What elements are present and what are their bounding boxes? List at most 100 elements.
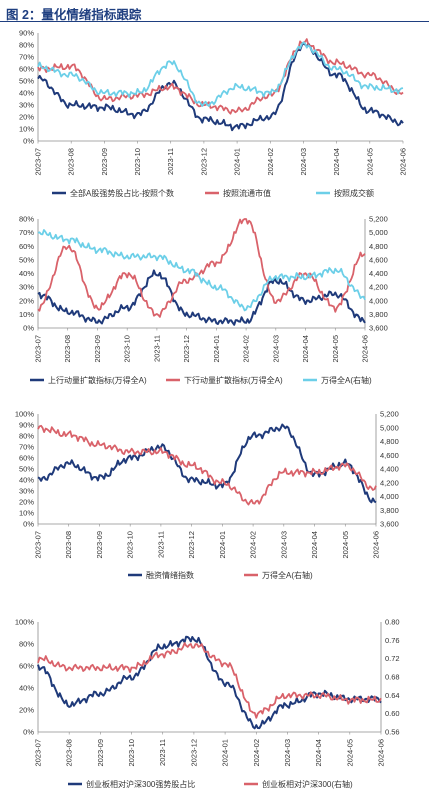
y-tick-label: 40%: [19, 476, 34, 485]
y-tick-label: 100%: [15, 618, 35, 627]
y-tick-label: 60%: [19, 662, 34, 671]
chart-4: 0% 20% 40% 60% 80% 100% 0.56 0.60 0.64 0.68 0.72 0.…: [15, 618, 400, 790]
x-tick-label: 2023-09: [93, 335, 102, 363]
y-tick-label: 10%: [19, 125, 34, 134]
y2-tick-label: 4,000: [369, 296, 388, 305]
y2-tick-label: 5,000: [380, 423, 399, 432]
y-tick-label: 80%: [19, 640, 34, 649]
y2-tick-label: 5,200: [369, 215, 388, 224]
x-tick-label: 2023-11: [156, 531, 165, 558]
x-tick-label: 2024-03: [299, 148, 308, 176]
y-tick-label: 30%: [19, 487, 34, 496]
x-tick-label: 2023-12: [182, 335, 191, 363]
x-tick-label: 2024-03: [271, 335, 280, 363]
y-tick-label: 60%: [19, 242, 34, 251]
y-tick-label: 20%: [19, 113, 34, 122]
x-tick-label: 2024-05: [365, 148, 374, 176]
y-tick-label: 80%: [19, 432, 34, 441]
y-tick-label: 0%: [23, 324, 34, 333]
legend-label: 上行动量扩散指标(万得全A): [48, 375, 147, 385]
legend-label: 按照成交额: [334, 188, 374, 198]
x-tick-label: 2024-04: [310, 531, 319, 559]
x-tick-label: 2023-08: [67, 148, 76, 176]
x-tick-label: 2023-09: [96, 739, 105, 767]
y2-tick-label: 4,400: [380, 465, 399, 474]
x-tick-label: 2024-01: [233, 148, 242, 176]
y-tick-label: 80%: [19, 41, 34, 50]
x-tick-label: 2024-04: [314, 739, 323, 767]
x-tick-label: 2024-02: [249, 531, 258, 559]
y-tick-label: 20%: [19, 706, 34, 715]
series-line-2: [37, 642, 382, 719]
y-tick-label: 0%: [23, 520, 34, 529]
chart-1: 0% 10% 20% 30% 40% 50% 60% 70% 80% 90% 2023-07 2023…: [19, 29, 408, 199]
x-tick-label: 2023-08: [63, 335, 72, 363]
y-tick-label: 70%: [19, 443, 34, 452]
y-tick-label: 60%: [19, 454, 34, 463]
series-line-2: [37, 424, 377, 506]
y2-tick-label: 3,600: [369, 324, 388, 333]
y-tick-label: 90%: [19, 421, 34, 430]
x-tick-label: 2023-07: [34, 148, 43, 176]
y2-tick-label: 3,600: [380, 520, 399, 529]
y-tick-label: 50%: [19, 77, 34, 86]
y-tick-label: 0%: [23, 137, 34, 146]
series-line-2: [37, 38, 404, 115]
x-tick-label: 2023-07: [34, 531, 43, 559]
y2-tick-label: 0.76: [385, 636, 400, 645]
legend-label: 创业板相对沪深300强势股占比: [86, 779, 195, 789]
y-tick-label: 70%: [19, 53, 34, 62]
x-tick-label: 2024-04: [332, 148, 341, 176]
x-tick-label: 2024-05: [331, 335, 340, 363]
x-tick-label: 2023-11: [152, 335, 161, 362]
x-tick-label: 2023-09: [100, 148, 109, 176]
y-tick-label: 20%: [19, 498, 34, 507]
x-tick-label: 2024-02: [266, 148, 275, 176]
y2-tick-label: 4,600: [380, 451, 399, 460]
y2-tick-label: 4,800: [369, 242, 388, 251]
y2-tick-label: 0.56: [385, 728, 400, 737]
y-tick-label: 100%: [15, 410, 35, 419]
x-tick-label: 2024-04: [301, 335, 310, 363]
y2-tick-label: 0.80: [385, 618, 400, 627]
chart-3: 0% 10% 20% 30% 40% 50% 60% 70% 80% 90% 100% 3,600 3,…: [15, 410, 399, 581]
x-tick-label: 2024-01: [221, 739, 230, 767]
x-tick-label: 2023-08: [65, 739, 74, 767]
x-tick-label: 2024-06: [399, 148, 408, 176]
x-tick-label: 2024-05: [345, 739, 354, 767]
legend-label: 全部A股强势股占比-按照个数: [70, 188, 174, 198]
x-tick-label: 2023-11: [158, 739, 167, 766]
x-tick-label: 2024-03: [283, 739, 292, 767]
series-line-2: [37, 218, 366, 318]
x-tick-label: 2024-01: [218, 531, 227, 559]
legend-label: 万得全A(右轴): [262, 570, 313, 580]
x-tick-label: 2023-10: [127, 739, 136, 767]
y-tick-label: 60%: [19, 65, 34, 74]
y-tick-label: 30%: [19, 283, 34, 292]
x-tick-label: 2023-09: [95, 531, 104, 559]
x-tick-label: 2024-02: [252, 739, 261, 767]
x-tick-label: 2023-08: [64, 531, 73, 559]
x-tick-label: 2023-12: [189, 739, 198, 767]
x-tick-label: 2023-07: [34, 739, 43, 767]
legend-label: 融资情绪指数: [146, 570, 194, 580]
y2-tick-label: 3,800: [380, 506, 399, 515]
y-tick-label: 30%: [19, 101, 34, 110]
legend-label: 万得全A(右轴): [321, 375, 372, 385]
y2-tick-label: 4,200: [369, 283, 388, 292]
series-line-3: [37, 41, 404, 107]
y2-tick-label: 0.60: [385, 709, 400, 718]
y-tick-label: 90%: [19, 29, 34, 38]
y2-tick-label: 0.64: [385, 691, 400, 700]
x-tick-label: 2024-01: [212, 335, 221, 363]
y2-tick-label: 5,000: [369, 228, 388, 237]
x-tick-label: 2024-06: [377, 739, 386, 767]
page-title: 图 2：量化情绪指标跟踪: [6, 8, 142, 22]
y-tick-label: 50%: [19, 465, 34, 474]
x-tick-label: 2023-07: [34, 335, 43, 363]
y2-tick-label: 4,200: [380, 478, 399, 487]
series-line-1: [37, 42, 404, 132]
y2-tick-label: 4,000: [380, 492, 399, 501]
y2-tick-label: 4,600: [369, 255, 388, 264]
legend-label: 创业板相对沪深300(右轴): [262, 779, 353, 789]
